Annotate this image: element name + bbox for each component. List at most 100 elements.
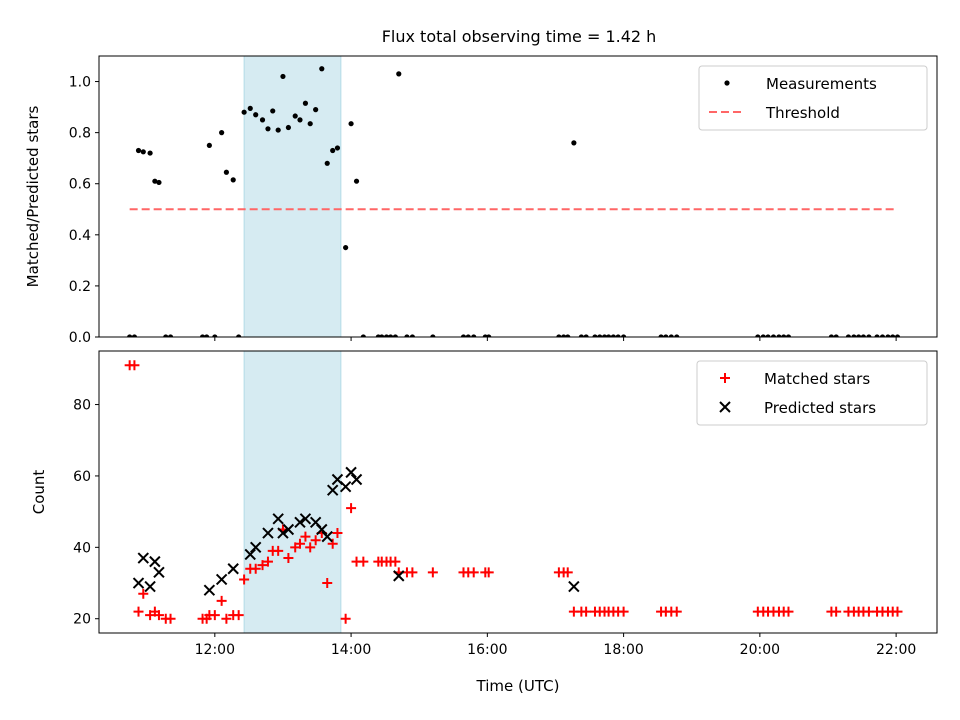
legend-measurement-marker bbox=[724, 80, 730, 86]
measurement-point bbox=[658, 334, 664, 337]
measurement-point bbox=[285, 124, 292, 131]
measurement-point bbox=[206, 142, 212, 149]
measurement-point bbox=[833, 334, 839, 337]
measurement-point bbox=[565, 334, 571, 337]
measurement-point bbox=[236, 334, 242, 337]
measurement-point bbox=[583, 334, 589, 337]
matched-star-point bbox=[358, 556, 369, 567]
series-measurements bbox=[127, 66, 901, 337]
legend-label: Measurements bbox=[766, 75, 877, 93]
measurement-point bbox=[253, 112, 259, 118]
measurement-point bbox=[167, 334, 174, 337]
predicted-star-point bbox=[144, 580, 156, 593]
legend: Measurements Threshold bbox=[698, 65, 928, 131]
matched-star-point bbox=[407, 567, 418, 578]
predicted-star-point bbox=[262, 527, 274, 539]
legend-label: Threshold bbox=[765, 104, 840, 122]
predicted-star-point bbox=[294, 516, 306, 529]
predicted-star-point bbox=[326, 484, 339, 496]
measurement-point bbox=[353, 178, 360, 184]
measurement-point bbox=[204, 334, 210, 337]
predicted-star-point bbox=[321, 530, 333, 543]
x-tick-label: 22:00 bbox=[876, 642, 916, 658]
observing-interval-shade bbox=[243, 350, 342, 634]
y-tick-label: 0.2 bbox=[69, 279, 91, 295]
y-tick-label: 0.4 bbox=[69, 228, 91, 244]
y-axis-label: Count bbox=[30, 470, 48, 515]
predicted-star-point bbox=[249, 541, 262, 554]
matched-star-point bbox=[483, 567, 494, 578]
x-tick-label: 12:00 bbox=[195, 642, 235, 658]
matched-star-point bbox=[283, 553, 294, 564]
measurement-point bbox=[610, 334, 616, 337]
x-tick-label: 16:00 bbox=[467, 642, 507, 658]
series-predicted-stars bbox=[132, 466, 580, 596]
x-tick-label: 14:00 bbox=[331, 642, 371, 658]
predicted-star-point bbox=[316, 523, 328, 536]
measurement-point bbox=[199, 334, 206, 337]
measurement-point bbox=[360, 334, 366, 337]
legend: Matched stars Predicted stars bbox=[696, 360, 928, 426]
measurement-point bbox=[270, 108, 276, 114]
matched-star-point bbox=[257, 560, 268, 571]
measurement-point bbox=[313, 107, 319, 113]
matched-star-point bbox=[892, 606, 903, 617]
predicted-star-point bbox=[299, 513, 312, 525]
measurement-point bbox=[571, 140, 577, 146]
matched-star-point bbox=[332, 528, 343, 539]
measurement-point bbox=[668, 334, 674, 337]
measurement-point bbox=[247, 105, 253, 111]
measurement-point bbox=[230, 177, 236, 183]
matched-star-point bbox=[216, 595, 227, 606]
measurement-point bbox=[486, 334, 492, 337]
predicted-star-point bbox=[277, 527, 289, 539]
measurement-point bbox=[851, 334, 857, 337]
measurement-point bbox=[781, 334, 787, 337]
measurement-point bbox=[409, 334, 415, 337]
measurement-point bbox=[556, 334, 562, 337]
predicted-star-point bbox=[339, 480, 352, 493]
measurement-point bbox=[460, 334, 467, 337]
predicted-star-point bbox=[282, 523, 295, 536]
legend-box bbox=[696, 360, 928, 426]
plot-area bbox=[127, 66, 901, 337]
measurement-point bbox=[592, 334, 598, 337]
y-tick-label: 20 bbox=[73, 612, 91, 628]
matched-star-point bbox=[233, 610, 244, 621]
measurement-point bbox=[866, 334, 872, 337]
measurement-point bbox=[471, 334, 477, 337]
measurement-point bbox=[135, 147, 142, 154]
measurement-point bbox=[765, 334, 771, 337]
predicted-star-point bbox=[153, 566, 165, 579]
y-tick-label: 60 bbox=[73, 469, 91, 485]
measurement-point bbox=[430, 334, 436, 337]
panel-bottom: 20 40 60 80 12:00 14:00 16:00 18:00 20:00 22:00 Co… bbox=[30, 350, 938, 695]
matched-star-point bbox=[273, 545, 284, 556]
measurement-point bbox=[307, 121, 313, 127]
matched-star-point bbox=[322, 578, 333, 589]
legend-label: Predicted stars bbox=[764, 399, 876, 417]
measurement-point bbox=[404, 334, 410, 337]
measurement-point bbox=[280, 73, 286, 80]
predicted-star-point bbox=[215, 573, 228, 586]
observing-interval-shade bbox=[243, 55, 342, 338]
y-tick-label: 1.0 bbox=[69, 75, 91, 91]
predicted-star-point bbox=[137, 552, 149, 564]
measurement-point bbox=[348, 121, 354, 127]
measurement-point bbox=[265, 126, 271, 132]
measurement-point bbox=[776, 334, 782, 337]
measurement-point bbox=[760, 334, 766, 337]
measurement-point bbox=[785, 334, 792, 337]
x-tick-label: 20:00 bbox=[740, 642, 780, 658]
measurement-point bbox=[601, 334, 608, 337]
measurement-point bbox=[212, 334, 218, 337]
matched-star-point bbox=[831, 606, 842, 617]
measurement-point bbox=[856, 334, 862, 337]
matched-star-point bbox=[165, 613, 176, 624]
measurement-point bbox=[152, 178, 158, 184]
x-tick-label: 18:00 bbox=[603, 642, 643, 658]
x-axis-label: Time (UTC) bbox=[476, 677, 560, 695]
measurement-point bbox=[879, 334, 886, 337]
matched-star-point bbox=[390, 556, 401, 567]
